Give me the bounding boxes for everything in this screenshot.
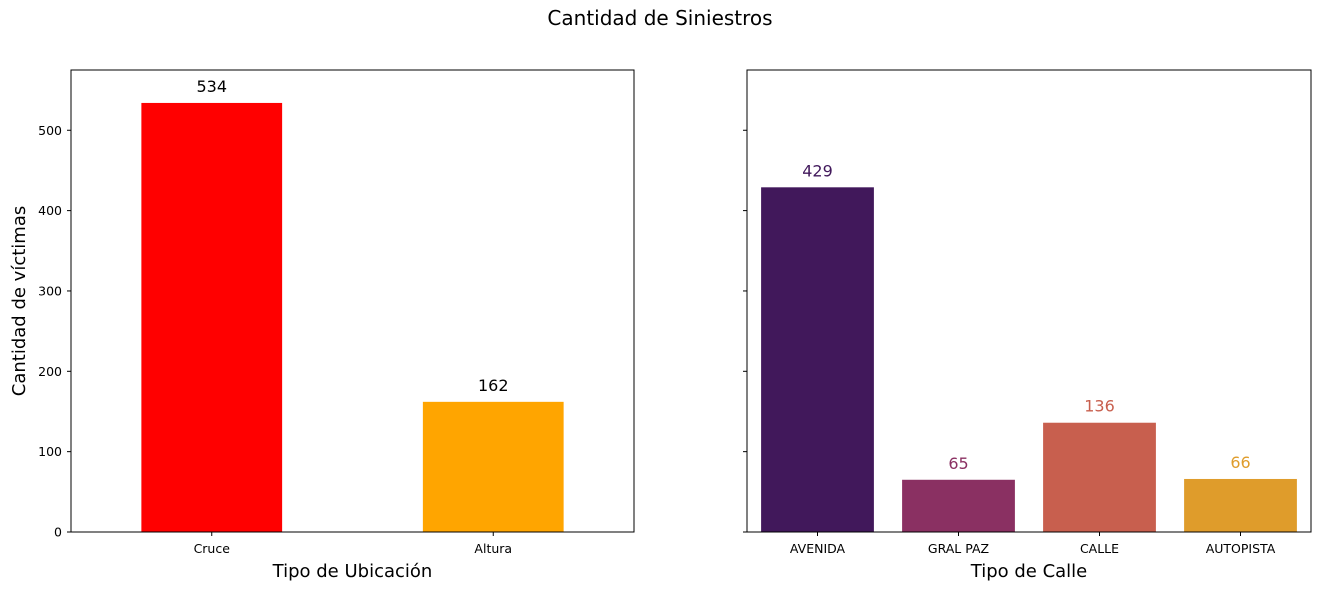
y-axis-label: Cantidad de víctimas [9, 206, 30, 396]
x-tick-label: AVENIDA [790, 541, 846, 556]
x-tick-label: AUTOPISTA [1206, 541, 1276, 556]
y-tick-label: 500 [38, 123, 62, 138]
axes-frame [70, 69, 635, 533]
bar-calle [1043, 422, 1156, 532]
bar-altura [422, 401, 564, 532]
x-tick-label: Altura [474, 541, 512, 556]
chart-left-tipo-ubicacion: 534 Cruce 162 Altura 0 100 200 300 400 500 Tipo de… [9, 69, 635, 582]
data-label: 65 [948, 454, 968, 473]
x-axis-label: Tipo de Ubicación [272, 561, 433, 582]
x-tick-label: Cruce [194, 541, 231, 556]
data-label: 534 [196, 77, 227, 96]
y-tick-label: 300 [38, 283, 62, 298]
x-axis-label: Tipo de Calle [970, 561, 1088, 582]
y-tick-label: 400 [38, 203, 62, 218]
x-tick-label: CALLE [1080, 541, 1119, 556]
bar-gral-paz [902, 479, 1015, 532]
bar-avenida [761, 187, 874, 532]
y-tick-label: 100 [38, 444, 62, 459]
data-label: 136 [1084, 397, 1115, 416]
figure-title: Cantidad de Siniestros [547, 6, 773, 30]
y-tick-label: 0 [54, 525, 62, 540]
bar-cruce [141, 102, 283, 532]
x-tick-label: GRAL PAZ [928, 541, 989, 556]
data-label: 429 [802, 161, 833, 180]
data-label: 162 [478, 376, 509, 395]
y-tick-label: 200 [38, 364, 62, 379]
chart-right-tipo-calle: 429 AVENIDA 65 GRAL PAZ 136 CALLE 66 AUTOPISTA T… [743, 69, 1312, 582]
axes-frame [746, 69, 1312, 533]
data-label: 66 [1230, 453, 1250, 472]
bar-autopista [1184, 478, 1297, 532]
